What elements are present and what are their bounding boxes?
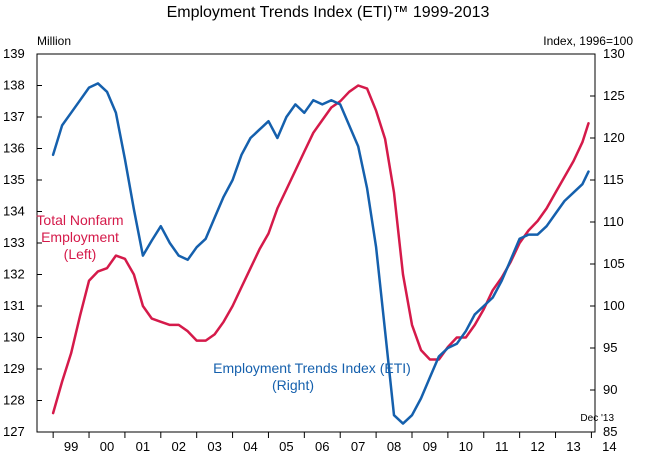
nonfarm-annotation-line-2: Employment: [41, 229, 119, 245]
x-tick-label: 99: [64, 439, 78, 454]
right-tick-label: 105: [603, 256, 625, 271]
x-tick-label: 04: [243, 439, 257, 454]
right-tick-label: 95: [603, 340, 617, 355]
x-tick-label: 08: [387, 439, 401, 454]
x-tick-label: 09: [423, 439, 437, 454]
left-tick-label: 133: [3, 235, 25, 250]
x-tick-label: 00: [100, 439, 114, 454]
x-tick-label: 12: [530, 439, 544, 454]
eti-annotation-line-1: Employment Trends Index (ETI): [213, 360, 411, 376]
nonfarm-annotation-line-3: (Left): [64, 246, 97, 262]
right-tick-label: 85: [603, 424, 617, 439]
left-tick-label: 127: [3, 424, 25, 439]
nonfarm-annotation-line-1: Total Nonfarm: [36, 212, 123, 228]
left-tick-label: 136: [3, 141, 25, 156]
right-tick-label: 120: [603, 130, 625, 145]
left-tick-label: 132: [3, 267, 25, 282]
x-tick-label: 05: [279, 439, 293, 454]
date-note: Dec '13: [580, 413, 614, 424]
series-lines: [51, 82, 590, 425]
x-tick-label: 10: [459, 439, 473, 454]
right-tick-label: 115: [603, 172, 624, 187]
left-tick-label: 135: [3, 172, 25, 187]
x-tick-label: 07: [351, 439, 365, 454]
nonfarm-line: [51, 84, 590, 415]
left-tick-label: 131: [3, 298, 25, 313]
left-tick-label: 139: [3, 46, 25, 61]
x-tick-label: 03: [207, 439, 221, 454]
x-axis: 99 00 01 02 03 04 05 06 07 08 09 10 11 12 13 14: [52, 432, 617, 454]
eti-line: [51, 82, 590, 425]
left-tick-label: 130: [3, 330, 25, 345]
right-axis-label: Index, 1996=100: [543, 34, 633, 48]
left-tick-label: 137: [3, 109, 25, 124]
right-tick-label: 125: [603, 88, 625, 103]
left-tick-label: 129: [3, 361, 25, 376]
right-tick-label: 100: [603, 298, 625, 313]
right-tick-label: 90: [603, 382, 617, 397]
x-tick-label: 01: [136, 439, 150, 454]
left-tick-label: 138: [3, 78, 25, 93]
left-tick-label: 134: [3, 204, 25, 219]
x-tick-label: 02: [172, 439, 186, 454]
x-tick-label: 13: [566, 439, 580, 454]
left-axis: 127 128 129 130 131 132 133 134 135 136 137 138 139: [3, 46, 42, 439]
right-tick-label: 110: [603, 214, 624, 229]
x-tick-label: 06: [315, 439, 329, 454]
right-axis: 85 90 95 100 105 110 115 120 125 130: [590, 46, 625, 439]
eti-annotation-line-2: (Right): [272, 377, 314, 393]
x-tick-label: 11: [495, 439, 509, 454]
left-axis-label: Million: [37, 34, 71, 48]
left-tick-label: 128: [3, 393, 25, 408]
right-tick-label: 130: [603, 46, 625, 61]
x-tick-label: 14: [602, 439, 616, 454]
chart-title: Employment Trends Index (ETI)™ 1999-2013: [167, 4, 490, 21]
